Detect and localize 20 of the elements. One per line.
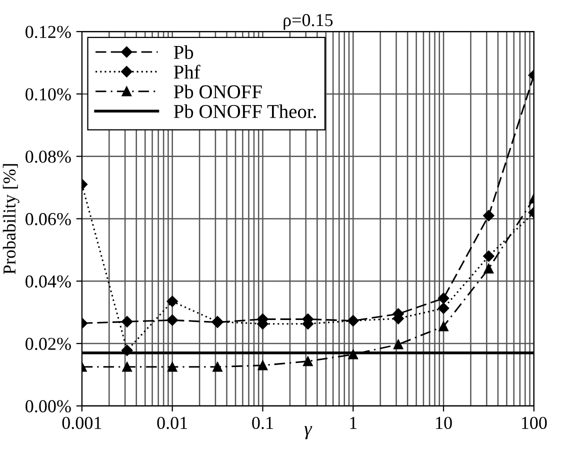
- y-tick-label: 0.00%: [26, 400, 71, 412]
- x-tick-label: 10: [436, 416, 452, 430]
- x-tick-label: 0.01: [157, 416, 188, 430]
- x-axis-title: γ: [304, 426, 312, 440]
- y-tick-label: 0.12%: [26, 26, 71, 38]
- legend-label: Pb: [174, 45, 194, 59]
- y-tick-label: 0.08%: [26, 150, 71, 163]
- x-tick-label: 0.001: [62, 416, 102, 430]
- x-tick-label: 0.1: [252, 416, 273, 430]
- x-tick-label: 100: [522, 416, 547, 430]
- x-tick-label: 1: [350, 416, 357, 429]
- y-tick-label: 0.02%: [26, 338, 71, 350]
- y-axis-title: Probability [%]: [2, 164, 20, 274]
- chart-title: ρ=0.15: [284, 14, 333, 30]
- legend-label: Phf: [174, 64, 200, 78]
- y-tick-label: 0.04%: [26, 275, 71, 288]
- legend-label: Pb ONOFF Theor.: [174, 104, 316, 118]
- y-tick-label: 0.10%: [26, 88, 71, 100]
- y-tick-label: 0.06%: [26, 212, 71, 226]
- legend-label: Pb ONOFF: [174, 84, 262, 98]
